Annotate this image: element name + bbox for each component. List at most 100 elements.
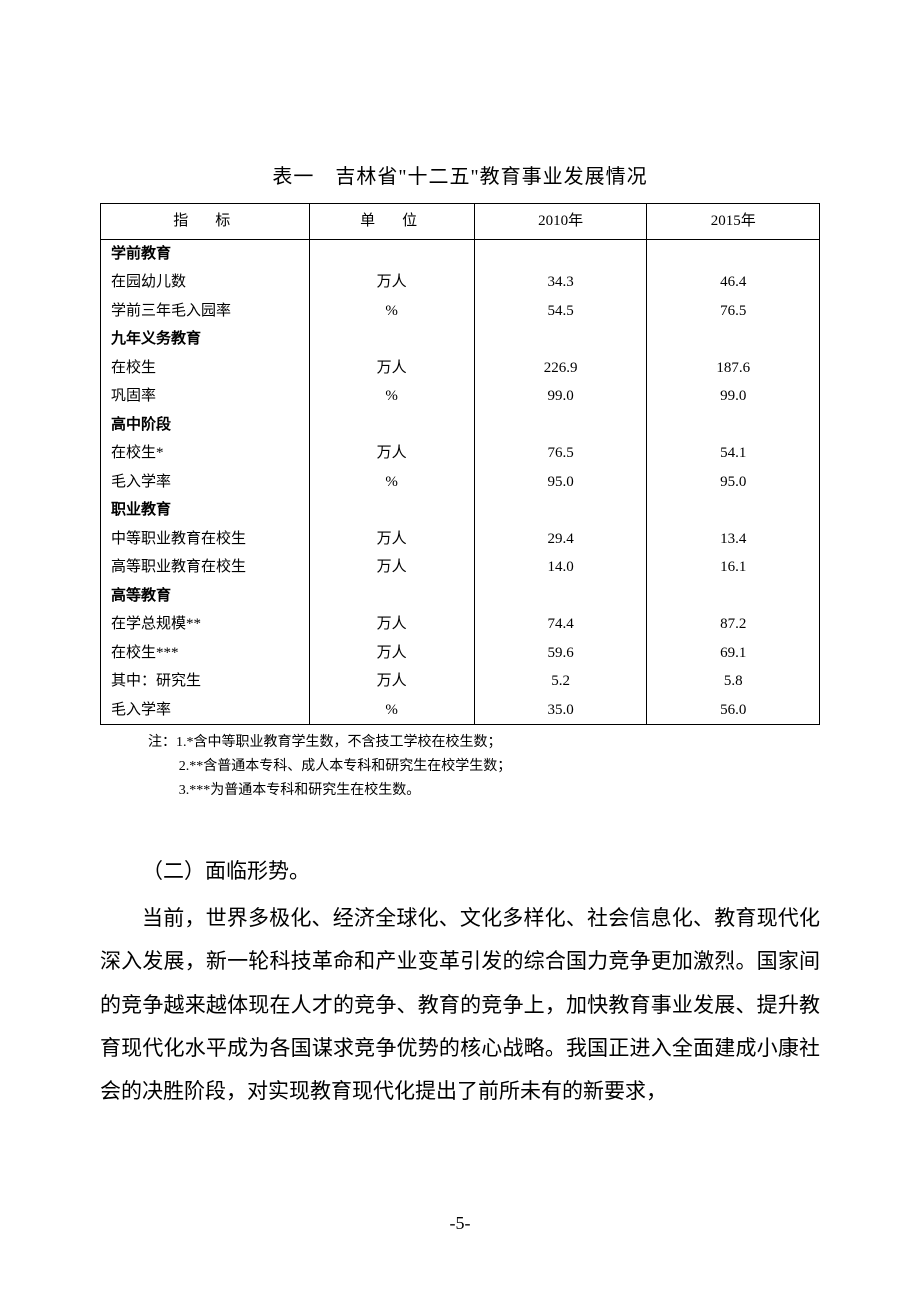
cell-unit: 万人 bbox=[309, 439, 474, 468]
cell-label: 在园幼儿数 bbox=[101, 268, 310, 297]
table-body: 学前教育在园幼儿数万人34.346.4学前三年毛入园率%54.576.5九年义务… bbox=[101, 239, 820, 725]
cell-y2010: 54.5 bbox=[474, 297, 647, 326]
cell-y2015: 69.1 bbox=[647, 639, 820, 668]
cell-unit: % bbox=[309, 696, 474, 725]
cell-label: 在校生 bbox=[101, 354, 310, 383]
empty-cell bbox=[309, 411, 474, 440]
cell-label: 学前三年毛入园率 bbox=[101, 297, 310, 326]
cell-unit: 万人 bbox=[309, 667, 474, 696]
section-header-cell: 学前教育 bbox=[101, 239, 310, 268]
empty-cell bbox=[474, 411, 647, 440]
empty-cell bbox=[647, 239, 820, 268]
cell-y2010: 76.5 bbox=[474, 439, 647, 468]
table-row: 其中：研究生万人5.25.8 bbox=[101, 667, 820, 696]
empty-cell bbox=[309, 325, 474, 354]
education-table: 指 标 单 位 2010年 2015年 学前教育在园幼儿数万人34.346.4学… bbox=[100, 203, 820, 725]
col-2010: 2010年 bbox=[474, 204, 647, 240]
cell-unit: % bbox=[309, 468, 474, 497]
cell-unit: % bbox=[309, 297, 474, 326]
empty-cell bbox=[647, 325, 820, 354]
table-header-row: 指 标 单 位 2010年 2015年 bbox=[101, 204, 820, 240]
empty-cell bbox=[309, 496, 474, 525]
cell-y2015: 95.0 bbox=[647, 468, 820, 497]
table-row: 高等教育 bbox=[101, 582, 820, 611]
cell-unit: 万人 bbox=[309, 553, 474, 582]
empty-cell bbox=[474, 496, 647, 525]
cell-y2010: 14.0 bbox=[474, 553, 647, 582]
cell-y2010: 34.3 bbox=[474, 268, 647, 297]
empty-cell bbox=[309, 239, 474, 268]
cell-y2010: 226.9 bbox=[474, 354, 647, 383]
col-indicator: 指 标 bbox=[101, 204, 310, 240]
cell-y2010: 95.0 bbox=[474, 468, 647, 497]
cell-unit: 万人 bbox=[309, 610, 474, 639]
section-header-cell: 高等教育 bbox=[101, 582, 310, 611]
cell-label: 在校生* bbox=[101, 439, 310, 468]
cell-unit: 万人 bbox=[309, 354, 474, 383]
section-header-cell: 九年义务教育 bbox=[101, 325, 310, 354]
cell-y2010: 29.4 bbox=[474, 525, 647, 554]
cell-y2010: 59.6 bbox=[474, 639, 647, 668]
table-title: 表一 吉林省"十二五"教育事业发展情况 bbox=[100, 160, 820, 189]
empty-cell bbox=[647, 411, 820, 440]
paragraph-1: 当前，世界多极化、经济全球化、文化多样化、社会信息化、教育现代化深入发展，新一轮… bbox=[100, 897, 820, 1112]
cell-y2015: 5.8 bbox=[647, 667, 820, 696]
cell-label: 其中：研究生 bbox=[101, 667, 310, 696]
table-row: 高等职业教育在校生万人14.016.1 bbox=[101, 553, 820, 582]
section-heading: （二）面临形势。 bbox=[100, 850, 820, 893]
cell-y2015: 99.0 bbox=[647, 382, 820, 411]
table-row: 高中阶段 bbox=[101, 411, 820, 440]
table-row: 在园幼儿数万人34.346.4 bbox=[101, 268, 820, 297]
cell-y2015: 76.5 bbox=[647, 297, 820, 326]
table-row: 学前教育 bbox=[101, 239, 820, 268]
cell-y2015: 187.6 bbox=[647, 354, 820, 383]
page-number: -5- bbox=[0, 1213, 920, 1234]
cell-label: 高等职业教育在校生 bbox=[101, 553, 310, 582]
table-row: 中等职业教育在校生万人29.413.4 bbox=[101, 525, 820, 554]
cell-y2010: 99.0 bbox=[474, 382, 647, 411]
cell-label: 巩固率 bbox=[101, 382, 310, 411]
cell-y2010: 5.2 bbox=[474, 667, 647, 696]
note-3: 3.***为普通本专科和研究生在校生数。 bbox=[179, 779, 820, 803]
table-row: 在校生万人226.9187.6 bbox=[101, 354, 820, 383]
empty-cell bbox=[647, 496, 820, 525]
table-notes: 注：1.*含中等职业教育学生数，不含技工学校在校生数； 2.**含普通本专科、成… bbox=[148, 731, 820, 802]
cell-unit: 万人 bbox=[309, 639, 474, 668]
table-row: 在校生***万人59.669.1 bbox=[101, 639, 820, 668]
cell-label: 毛入学率 bbox=[101, 696, 310, 725]
table-row: 学前三年毛入园率%54.576.5 bbox=[101, 297, 820, 326]
empty-cell bbox=[309, 582, 474, 611]
table-row: 九年义务教育 bbox=[101, 325, 820, 354]
cell-unit: 万人 bbox=[309, 525, 474, 554]
cell-y2015: 87.2 bbox=[647, 610, 820, 639]
body-text: （二）面临形势。 当前，世界多极化、经济全球化、文化多样化、社会信息化、教育现代… bbox=[100, 850, 820, 1112]
cell-unit: 万人 bbox=[309, 268, 474, 297]
note-1: 注：1.*含中等职业教育学生数，不含技工学校在校生数； bbox=[148, 731, 820, 755]
cell-unit: % bbox=[309, 382, 474, 411]
table-row: 巩固率%99.099.0 bbox=[101, 382, 820, 411]
section-header-cell: 职业教育 bbox=[101, 496, 310, 525]
table-row: 毛入学率%35.056.0 bbox=[101, 696, 820, 725]
empty-cell bbox=[474, 239, 647, 268]
table-row: 职业教育 bbox=[101, 496, 820, 525]
col-unit: 单 位 bbox=[309, 204, 474, 240]
empty-cell bbox=[474, 582, 647, 611]
cell-label: 毛入学率 bbox=[101, 468, 310, 497]
cell-y2015: 56.0 bbox=[647, 696, 820, 725]
cell-y2015: 54.1 bbox=[647, 439, 820, 468]
cell-y2010: 74.4 bbox=[474, 610, 647, 639]
col-2015: 2015年 bbox=[647, 204, 820, 240]
table-row: 毛入学率%95.095.0 bbox=[101, 468, 820, 497]
cell-y2015: 46.4 bbox=[647, 268, 820, 297]
note-2: 2.**含普通本专科、成人本专科和研究生在校学生数； bbox=[179, 755, 820, 779]
cell-label: 中等职业教育在校生 bbox=[101, 525, 310, 554]
table-row: 在校生*万人76.554.1 bbox=[101, 439, 820, 468]
cell-y2015: 16.1 bbox=[647, 553, 820, 582]
cell-label: 在校生*** bbox=[101, 639, 310, 668]
empty-cell bbox=[474, 325, 647, 354]
cell-y2010: 35.0 bbox=[474, 696, 647, 725]
cell-label: 在学总规模** bbox=[101, 610, 310, 639]
section-header-cell: 高中阶段 bbox=[101, 411, 310, 440]
cell-y2015: 13.4 bbox=[647, 525, 820, 554]
empty-cell bbox=[647, 582, 820, 611]
